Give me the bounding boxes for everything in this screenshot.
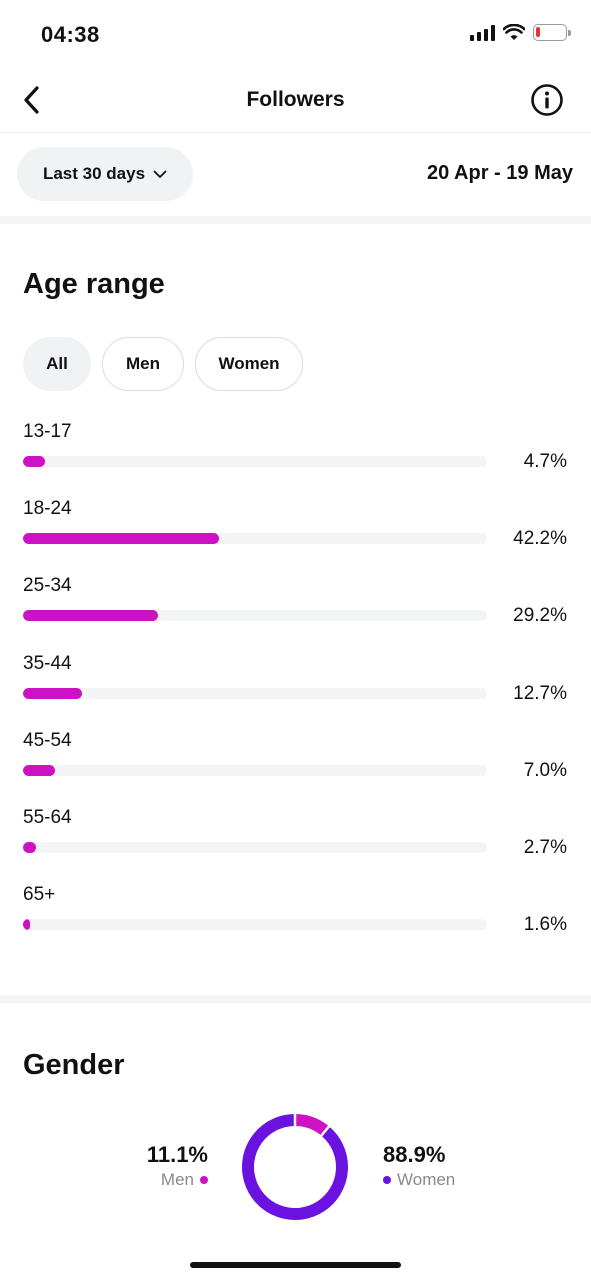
age-percentage: 12.7% <box>513 682 567 704</box>
women-stat: 88.9% Women <box>383 1142 455 1190</box>
chevron-left-icon <box>24 86 39 114</box>
age-percentage: 42.2% <box>513 528 567 550</box>
age-bar-track <box>23 533 487 545</box>
info-icon <box>531 84 563 116</box>
age-row: 13-17 4.7% <box>0 418 591 495</box>
age-percentage: 1.6% <box>523 914 567 936</box>
gender-filter-chips: All Men Women <box>23 337 303 391</box>
age-bar <box>23 533 219 545</box>
header: Followers <box>0 70 591 133</box>
age-bar-track <box>23 919 487 931</box>
home-indicator <box>190 1262 401 1268</box>
chip-all[interactable]: All <box>23 337 91 391</box>
men-caption: Men <box>147 1170 208 1190</box>
age-row: 55-64 2.7% <box>0 804 591 881</box>
cellular-signal-icon <box>470 24 495 41</box>
age-percentage: 7.0% <box>523 759 567 781</box>
status-icons <box>470 24 571 41</box>
section-divider <box>0 995 591 1003</box>
back-button[interactable] <box>14 82 50 118</box>
gender-title: Gender <box>23 1049 125 1081</box>
date-range: 20 Apr - 19 May <box>427 162 573 184</box>
donut-slice-separator <box>316 1120 334 1141</box>
age-range-chart: 13-17 4.7% 18-24 42.2% 25-34 29.2% 35-44 12.7% 4… <box>0 418 591 958</box>
age-row: 18-24 42.2% <box>0 495 591 572</box>
age-bar <box>23 610 159 622</box>
age-row: 25-34 29.2% <box>0 572 591 649</box>
age-label: 18-24 <box>23 498 72 520</box>
men-stat: 11.1% Men <box>147 1142 208 1190</box>
age-bar-track <box>23 610 487 622</box>
age-label: 55-64 <box>23 806 72 828</box>
age-bar <box>23 919 31 931</box>
donut-slice-women <box>242 1114 348 1220</box>
women-caption: Women <box>383 1170 455 1190</box>
age-bar-track <box>23 456 487 467</box>
section-divider <box>0 216 591 224</box>
age-label: 45-54 <box>23 729 72 751</box>
wifi-icon <box>503 24 525 40</box>
age-bar <box>23 764 56 776</box>
age-bar-track <box>23 764 487 776</box>
age-row: 45-54 7.0% <box>0 727 591 804</box>
age-bar <box>23 841 36 853</box>
period-dropdown[interactable]: Last 30 days <box>17 147 193 201</box>
age-range-title: Age range <box>23 268 165 300</box>
chip-men[interactable]: Men <box>102 337 184 391</box>
gender-donut <box>242 1112 348 1220</box>
age-row: 65+ 1.6% <box>0 881 591 958</box>
donut-slice-men <box>294 1114 330 1136</box>
age-bar-track <box>23 841 487 853</box>
women-legend-dot <box>383 1176 391 1184</box>
age-bar <box>23 687 82 699</box>
page-title: Followers <box>246 88 345 111</box>
status-time: 04:38 <box>41 22 100 47</box>
age-label: 13-17 <box>23 421 72 442</box>
status-bar: 04:38 <box>0 0 591 70</box>
age-label: 35-44 <box>23 652 72 674</box>
age-row: 35-44 12.7% <box>0 650 591 727</box>
battery-icon <box>533 24 571 41</box>
age-percentage: 2.7% <box>523 836 567 858</box>
chevron-down-icon <box>153 170 167 178</box>
women-percentage: 88.9% <box>383 1142 446 1167</box>
age-bar <box>23 456 45 467</box>
filter-row: Last 30 days 20 Apr - 19 May <box>0 132 591 216</box>
age-percentage: 29.2% <box>513 605 567 627</box>
age-percentage: 4.7% <box>523 451 567 472</box>
men-percentage: 11.1% <box>146 1142 208 1167</box>
chip-women[interactable]: Women <box>195 337 303 391</box>
age-label: 25-34 <box>23 575 72 597</box>
gender-chart: 11.1% Men 88.9% Women <box>0 1100 591 1230</box>
men-legend-dot <box>200 1176 208 1184</box>
men-label: Men <box>160 1170 194 1189</box>
period-dropdown-label: Last 30 days <box>42 164 146 183</box>
women-label: Women <box>397 1170 456 1189</box>
info-button[interactable] <box>529 82 565 118</box>
age-label: 65+ <box>23 884 56 906</box>
age-bar-track <box>23 687 487 699</box>
